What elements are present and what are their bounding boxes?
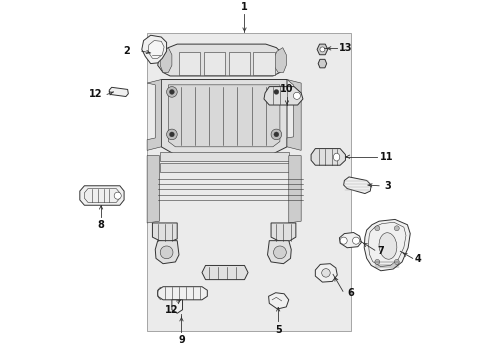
Polygon shape [142, 35, 166, 64]
Polygon shape [155, 241, 179, 264]
Polygon shape [159, 152, 288, 161]
Polygon shape [172, 300, 182, 313]
Circle shape [319, 47, 324, 52]
Polygon shape [310, 149, 345, 165]
Circle shape [169, 89, 174, 94]
Circle shape [166, 87, 177, 97]
Polygon shape [147, 156, 159, 223]
Polygon shape [267, 241, 291, 264]
Circle shape [160, 246, 173, 259]
Text: 11: 11 [379, 152, 392, 162]
Circle shape [169, 132, 174, 137]
Polygon shape [253, 52, 274, 75]
Polygon shape [161, 80, 286, 154]
Polygon shape [202, 265, 247, 280]
Circle shape [273, 246, 285, 259]
Polygon shape [264, 87, 303, 105]
Text: 3: 3 [384, 181, 390, 191]
Text: 6: 6 [346, 288, 353, 298]
Text: 1: 1 [241, 2, 247, 12]
Polygon shape [367, 222, 405, 266]
Polygon shape [148, 41, 164, 58]
Circle shape [321, 269, 329, 277]
Circle shape [374, 260, 379, 264]
Polygon shape [268, 293, 288, 309]
Text: 12: 12 [89, 89, 102, 99]
Circle shape [374, 226, 379, 231]
Polygon shape [147, 80, 161, 150]
Polygon shape [168, 85, 279, 147]
Polygon shape [179, 52, 200, 75]
Text: 9: 9 [178, 334, 184, 345]
Circle shape [393, 226, 398, 231]
Polygon shape [203, 52, 224, 75]
Text: 5: 5 [274, 325, 281, 334]
Polygon shape [318, 59, 326, 68]
Polygon shape [343, 177, 370, 194]
Polygon shape [158, 44, 285, 76]
Text: 12: 12 [165, 306, 178, 315]
Polygon shape [158, 287, 207, 300]
Polygon shape [315, 264, 337, 282]
Polygon shape [109, 87, 128, 96]
Text: 13: 13 [339, 43, 352, 53]
Circle shape [352, 237, 359, 244]
Polygon shape [152, 223, 177, 242]
Polygon shape [364, 219, 409, 271]
Circle shape [273, 132, 278, 137]
Polygon shape [316, 44, 327, 55]
Circle shape [270, 129, 281, 140]
Polygon shape [147, 33, 350, 331]
Circle shape [293, 92, 300, 99]
Polygon shape [288, 156, 301, 223]
Polygon shape [273, 48, 285, 72]
Polygon shape [339, 233, 361, 248]
Circle shape [166, 129, 177, 140]
Circle shape [114, 192, 121, 199]
Circle shape [393, 260, 398, 264]
Text: 2: 2 [123, 46, 130, 56]
Circle shape [340, 237, 346, 244]
Polygon shape [228, 52, 249, 75]
Ellipse shape [333, 153, 339, 161]
Text: 7: 7 [377, 246, 383, 256]
Ellipse shape [378, 233, 396, 259]
Polygon shape [270, 223, 295, 242]
Text: 4: 4 [414, 255, 420, 265]
Polygon shape [286, 80, 301, 150]
Polygon shape [160, 48, 172, 72]
Circle shape [270, 87, 281, 97]
Text: 8: 8 [98, 220, 104, 230]
Text: 10: 10 [280, 84, 293, 94]
Polygon shape [159, 163, 288, 172]
Circle shape [273, 89, 278, 94]
Polygon shape [80, 186, 124, 205]
Polygon shape [84, 189, 120, 202]
